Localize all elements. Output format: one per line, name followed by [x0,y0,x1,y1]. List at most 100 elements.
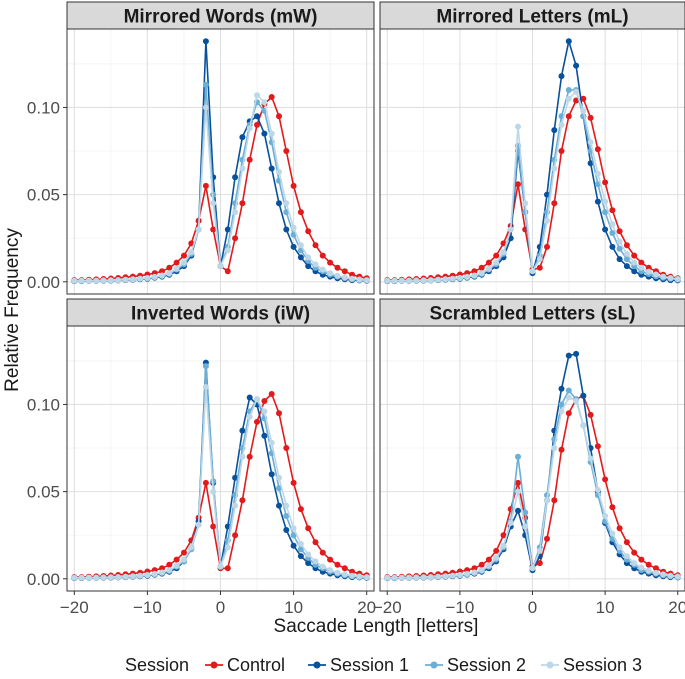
data-point [210,200,217,207]
data-point [107,574,114,581]
y-axis-title: Relative Frequency [2,228,23,392]
facet-title: Mirrored Letters (mL) [436,7,628,28]
data-point [305,263,312,270]
legend-label: Session 1 [330,655,409,674]
data-point [427,574,434,581]
x-tick-label: 20 [357,598,376,617]
data-point [268,165,275,172]
data-point [515,123,521,130]
legend-key-point [546,661,554,669]
data-point [151,570,158,577]
data-point [536,264,543,271]
data-point [93,277,100,284]
data-point [573,88,580,95]
data-point [522,509,529,516]
data-point [653,565,659,572]
data-point [202,384,209,390]
data-point [573,97,580,104]
data-point [478,270,485,277]
data-point [602,198,609,205]
data-point [181,549,187,556]
data-point [580,422,587,429]
data-point [587,139,594,146]
data-point [217,263,224,270]
data-point [290,479,297,486]
data-point [478,561,485,568]
data-point [522,200,529,207]
data-point [319,549,326,556]
data-point [485,556,492,563]
data-point [327,567,334,574]
data-point [159,272,165,279]
data-point [144,275,151,281]
data-point [609,243,616,250]
data-point [674,573,681,580]
data-point [507,226,514,233]
data-point [645,567,652,574]
data-point [334,264,341,271]
data-point [122,276,129,283]
data-point [435,276,442,283]
data-point [166,567,173,574]
data-point [181,252,187,259]
data-point [565,113,572,120]
data-point [464,273,471,280]
data-point [341,274,348,281]
data-point [638,564,645,571]
data-point [319,266,326,273]
data-point [558,385,565,392]
facet-title: Inverted Words (iW) [131,304,310,325]
data-point [290,542,297,549]
data-point [384,574,391,581]
x-tick-label: 0 [528,598,537,617]
data-point [616,228,623,235]
data-point [254,113,260,120]
data-point [493,252,500,259]
data-point [85,277,92,284]
data-point [500,542,507,549]
data-point [500,249,507,256]
data-point [232,235,239,242]
data-point [305,560,312,567]
data-point [319,563,326,570]
data-point [573,350,580,357]
legend-key-point [313,661,321,669]
data-point [427,277,434,284]
data-point [356,276,363,283]
data-point [327,556,334,563]
data-point [173,265,180,272]
data-point [254,121,260,128]
data-point [246,453,253,460]
data-point [239,497,246,504]
data-point [305,551,312,558]
data-point [232,474,239,481]
data-point [334,272,341,279]
data-point [78,574,85,581]
data-point [297,553,304,560]
data-point [349,572,356,579]
data-point [609,207,616,214]
legend-label: Control [227,655,285,674]
data-point [631,560,638,567]
data-point [623,250,630,257]
data-point [645,268,652,275]
data-point [341,565,348,572]
data-point [398,277,405,284]
data-point [464,570,471,577]
data-point [565,352,572,359]
data-point [602,179,609,186]
data-point [254,418,260,425]
data-point [522,523,529,530]
data-point [413,574,420,581]
data-point [660,273,667,280]
data-point [384,277,391,284]
data-point [558,408,565,415]
data-point [166,561,173,568]
data-point [210,226,217,233]
data-point [631,259,638,266]
data-point [471,569,478,576]
data-point [188,544,195,551]
data-point [283,513,290,519]
data-point [398,574,405,581]
